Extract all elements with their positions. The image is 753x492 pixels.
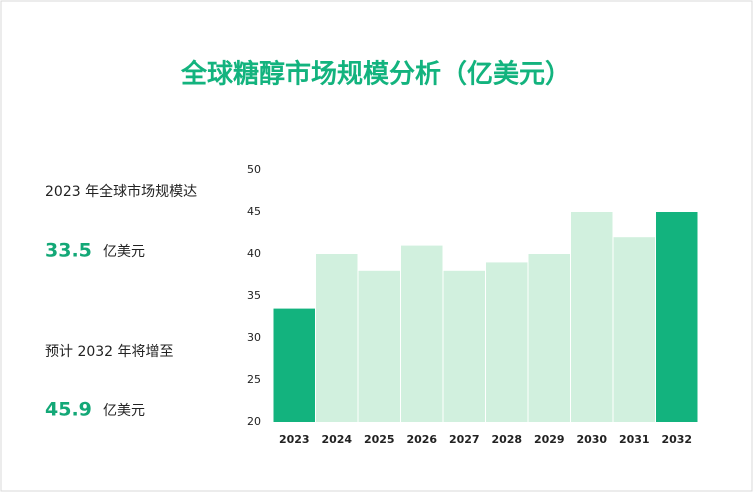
bar [401, 245, 443, 422]
bar [613, 237, 655, 422]
summary-value: 45.9 [45, 399, 92, 421]
summary-label: 2023 年全球市场规模达 [45, 183, 197, 200]
bar [528, 254, 570, 422]
summary-label: 预计 2032 年将增至 [45, 344, 174, 360]
y-tick-label: 25 [247, 373, 261, 386]
bar [571, 212, 613, 422]
summary-unit: 亿美元 [103, 403, 145, 419]
x-tick-label: 2026 [406, 433, 437, 446]
y-tick-label: 50 [247, 163, 261, 176]
x-tick-label: 2028 [491, 433, 522, 446]
y-tick-label: 35 [247, 289, 261, 302]
x-tick-label: 2032 [661, 433, 692, 446]
x-tick-label: 2029 [534, 433, 565, 446]
x-tick-label: 2025 [364, 433, 395, 446]
bar [273, 308, 315, 422]
x-tick-label: 2024 [321, 433, 352, 446]
y-tick-label: 30 [247, 331, 261, 344]
x-tick-label: 2030 [576, 433, 607, 446]
y-tick-label: 40 [247, 247, 261, 260]
bar [358, 270, 400, 422]
bar [486, 262, 528, 422]
y-tick-label: 20 [247, 415, 261, 428]
y-tick-label: 45 [247, 205, 261, 218]
chart-title: 全球糖醇市场规模分析（亿美元） [180, 59, 571, 90]
bar [316, 254, 358, 422]
bar [656, 212, 698, 422]
x-tick-label: 2023 [279, 433, 310, 446]
x-tick-label: 2027 [449, 433, 480, 446]
bar [443, 270, 485, 422]
summary-unit: 亿美元 [103, 244, 145, 260]
summary-value: 33.5 [45, 240, 92, 262]
x-tick-label: 2031 [619, 433, 650, 446]
